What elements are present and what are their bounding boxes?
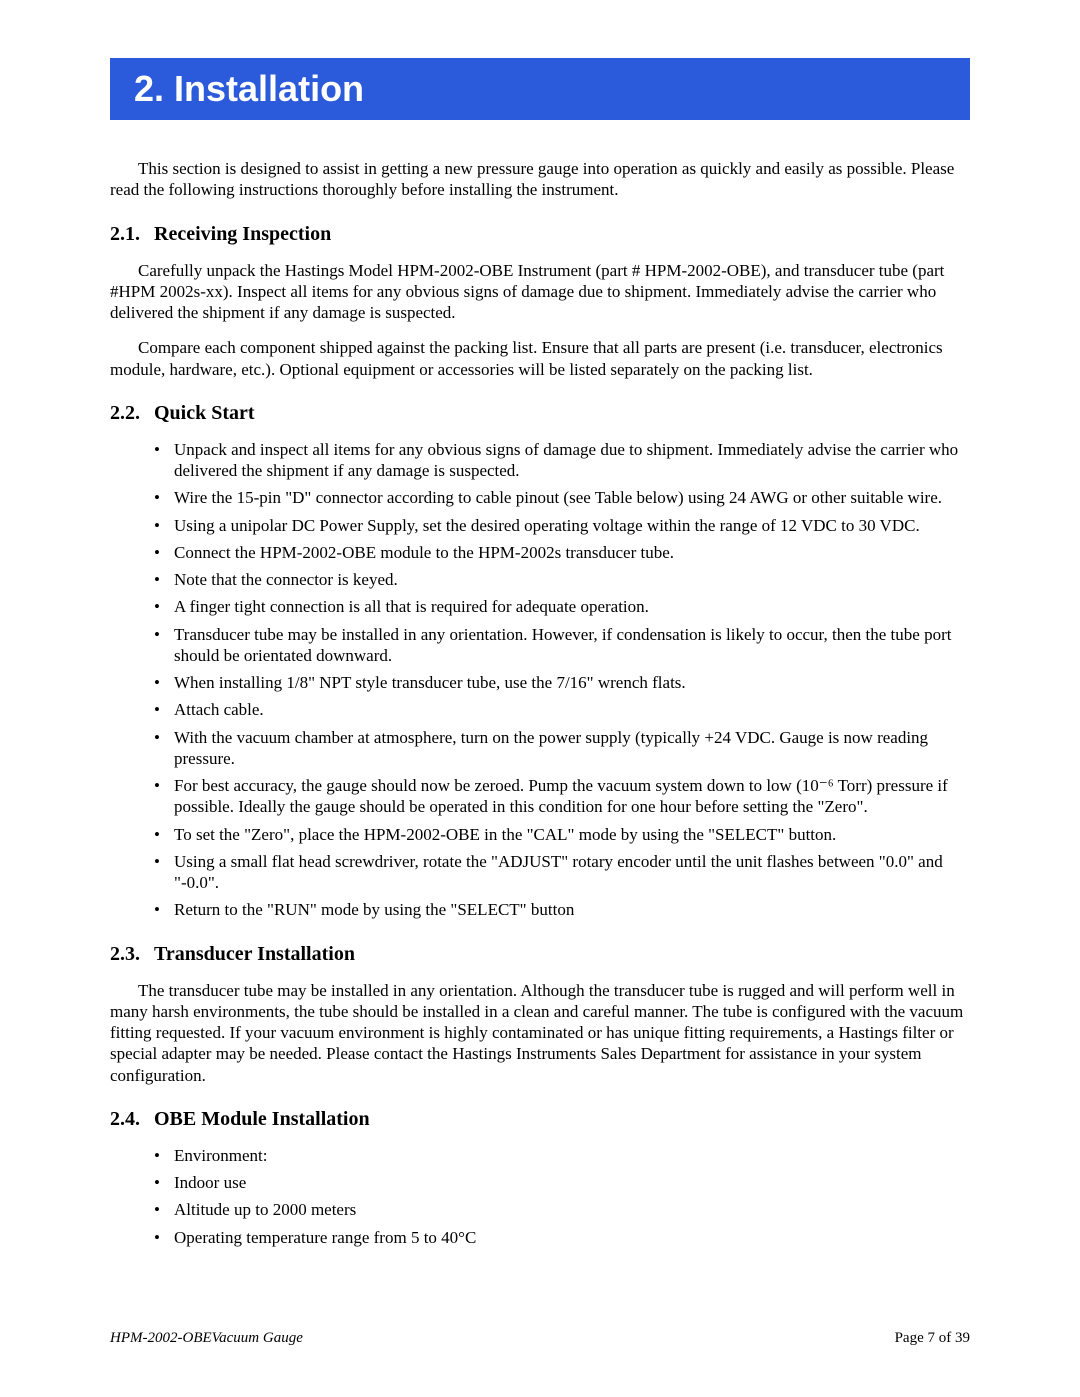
list-item: To set the "Zero", place the HPM-2002-OB… — [174, 824, 970, 845]
s1-p2: Compare each component shipped against t… — [110, 337, 970, 380]
section-number: 2.4. — [110, 1108, 154, 1131]
list-item: Note that the connector is keyed. — [174, 569, 970, 590]
list-item: When installing 1/8" NPT style transduce… — [174, 672, 970, 693]
list-item: Connect the HPM-2002-OBE module to the H… — [174, 542, 970, 563]
quick-start-list: Unpack and inspect all items for any obv… — [110, 439, 970, 921]
section-title: Receiving Inspection — [154, 223, 331, 245]
section-number: 2.2. — [110, 402, 154, 425]
list-item: Using a unipolar DC Power Supply, set th… — [174, 515, 970, 536]
chapter-title: 2. Installation — [110, 68, 364, 110]
footer-doc-title: HPM-2002-OBEVacuum Gauge — [110, 1330, 303, 1347]
list-item: Unpack and inspect all items for any obv… — [174, 439, 970, 482]
page-footer: HPM-2002-OBEVacuum Gauge Page 7 of 39 — [110, 1330, 970, 1347]
list-item: Wire the 15-pin "D" connector according … — [174, 487, 970, 508]
list-item: Altitude up to 2000 meters — [174, 1199, 970, 1220]
section-title: OBE Module Installation — [154, 1108, 370, 1130]
list-item: Indoor use — [174, 1172, 970, 1193]
section-heading-2-2: 2.2.Quick Start — [110, 402, 970, 425]
section-title: Quick Start — [154, 402, 255, 424]
section-number: 2.1. — [110, 223, 154, 246]
section-title: Transducer Installation — [154, 943, 355, 965]
list-item: A finger tight connection is all that is… — [174, 596, 970, 617]
list-item: Attach cable. — [174, 699, 970, 720]
section-number: 2.3. — [110, 943, 154, 966]
section-heading-2-1: 2.1.Receiving Inspection — [110, 223, 970, 246]
list-item: Using a small flat head screwdriver, rot… — [174, 851, 970, 894]
list-item: Return to the "RUN" mode by using the "S… — [174, 899, 970, 920]
list-item: Environment: — [174, 1145, 970, 1166]
section-heading-2-3: 2.3.Transducer Installation — [110, 943, 970, 966]
footer-page-number: Page 7 of 39 — [895, 1330, 970, 1347]
chapter-banner: 2. Installation — [110, 58, 970, 120]
section-heading-2-4: 2.4.OBE Module Installation — [110, 1108, 970, 1131]
list-item: With the vacuum chamber at atmosphere, t… — [174, 727, 970, 770]
list-item: Transducer tube may be installed in any … — [174, 624, 970, 667]
list-item: Operating temperature range from 5 to 40… — [174, 1227, 970, 1248]
s3-p1: The transducer tube may be installed in … — [110, 980, 970, 1086]
intro-paragraph: This section is designed to assist in ge… — [110, 158, 970, 201]
list-item: For best accuracy, the gauge should now … — [174, 775, 970, 818]
s1-p1: Carefully unpack the Hastings Model HPM-… — [110, 260, 970, 324]
obe-list: Environment: Indoor use Altitude up to 2… — [110, 1145, 970, 1248]
